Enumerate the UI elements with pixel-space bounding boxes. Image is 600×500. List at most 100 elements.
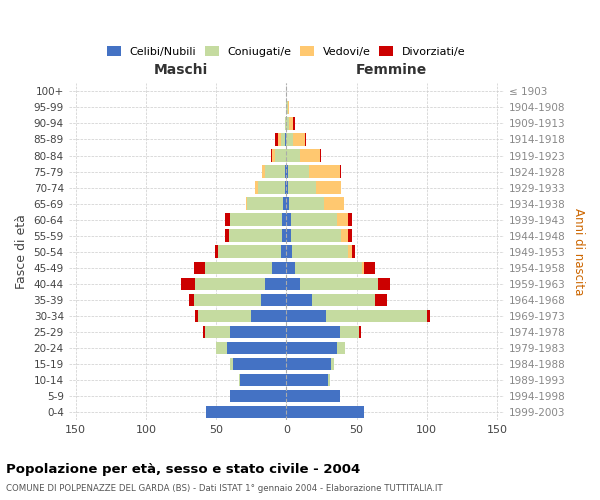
Bar — [195, 278, 265, 290]
Bar — [286, 166, 288, 178]
Bar — [271, 150, 272, 162]
Bar — [224, 230, 229, 242]
Bar — [348, 214, 352, 226]
Bar — [285, 166, 286, 178]
Bar — [305, 133, 306, 145]
Bar — [230, 390, 286, 402]
Bar — [286, 150, 301, 162]
Bar — [340, 326, 359, 338]
Bar — [286, 198, 289, 210]
Bar — [275, 150, 286, 162]
Bar — [265, 278, 286, 290]
Bar — [377, 278, 390, 290]
Bar — [194, 294, 261, 306]
Bar — [427, 310, 430, 322]
Bar — [230, 358, 233, 370]
Text: COMUNE DI POLPENAZZE DEL GARDA (BS) - Dati ISTAT 1° gennaio 2004 - Elaborazione : COMUNE DI POLPENAZZE DEL GARDA (BS) - Da… — [6, 484, 443, 493]
Bar — [286, 262, 295, 274]
Bar — [261, 294, 286, 306]
Bar — [337, 214, 348, 226]
Bar — [239, 374, 240, 386]
Bar — [265, 166, 285, 178]
Bar — [205, 326, 230, 338]
Bar — [301, 150, 320, 162]
Bar — [324, 198, 344, 210]
Bar — [275, 133, 278, 145]
Bar — [247, 198, 283, 210]
Bar — [251, 310, 286, 322]
Bar — [286, 133, 293, 145]
Bar — [218, 246, 281, 258]
Bar — [288, 166, 309, 178]
Bar — [375, 294, 388, 306]
Bar — [286, 358, 331, 370]
Bar — [289, 198, 324, 210]
Text: Femmine: Femmine — [356, 63, 427, 77]
Text: Popolazione per età, sesso e stato civile - 2004: Popolazione per età, sesso e stato civil… — [6, 462, 360, 475]
Text: Maschi: Maschi — [154, 63, 208, 77]
Legend: Celibi/Nubili, Coniugati/e, Vedovi/e, Divorziati/e: Celibi/Nubili, Coniugati/e, Vedovi/e, Di… — [103, 42, 470, 62]
Bar — [206, 406, 286, 418]
Bar — [288, 182, 316, 194]
Bar — [195, 310, 198, 322]
Bar — [341, 230, 348, 242]
Bar — [286, 230, 290, 242]
Bar — [348, 246, 352, 258]
Bar — [326, 310, 427, 322]
Bar — [359, 326, 361, 338]
Bar — [290, 230, 341, 242]
Bar — [256, 182, 258, 194]
Bar — [286, 342, 337, 354]
Bar — [281, 246, 286, 258]
Bar — [245, 198, 247, 210]
Bar — [194, 262, 205, 274]
Bar — [288, 101, 289, 114]
Bar — [309, 166, 340, 178]
Bar — [301, 278, 377, 290]
Bar — [203, 326, 205, 338]
Bar — [227, 342, 286, 354]
Bar — [205, 262, 272, 274]
Y-axis label: Fasce di età: Fasce di età — [15, 214, 28, 289]
Bar — [286, 294, 311, 306]
Bar — [286, 101, 288, 114]
Bar — [286, 214, 290, 226]
Bar — [215, 246, 218, 258]
Bar — [190, 294, 194, 306]
Bar — [337, 342, 345, 354]
Bar — [224, 214, 230, 226]
Bar — [364, 262, 375, 274]
Bar — [285, 133, 286, 145]
Y-axis label: Anni di nascita: Anni di nascita — [572, 208, 585, 296]
Bar — [258, 182, 285, 194]
Bar — [181, 278, 195, 290]
Bar — [348, 230, 352, 242]
Bar — [295, 262, 362, 274]
Bar — [285, 182, 286, 194]
Bar — [216, 342, 227, 354]
Bar — [340, 166, 341, 178]
Bar — [290, 214, 337, 226]
Bar — [230, 214, 282, 226]
Bar — [286, 117, 289, 130]
Bar — [311, 294, 375, 306]
Bar — [331, 358, 334, 370]
Bar — [286, 246, 292, 258]
Bar — [285, 117, 286, 130]
Bar — [230, 326, 286, 338]
Bar — [293, 117, 295, 130]
Bar — [286, 326, 340, 338]
Bar — [283, 198, 286, 210]
Bar — [286, 278, 301, 290]
Bar — [320, 150, 322, 162]
Bar — [293, 133, 305, 145]
Bar — [362, 262, 364, 274]
Bar — [352, 246, 355, 258]
Bar — [240, 374, 286, 386]
Bar — [286, 406, 364, 418]
Bar — [282, 230, 286, 242]
Bar — [281, 133, 285, 145]
Bar — [286, 182, 288, 194]
Bar — [198, 310, 251, 322]
Bar — [286, 310, 326, 322]
